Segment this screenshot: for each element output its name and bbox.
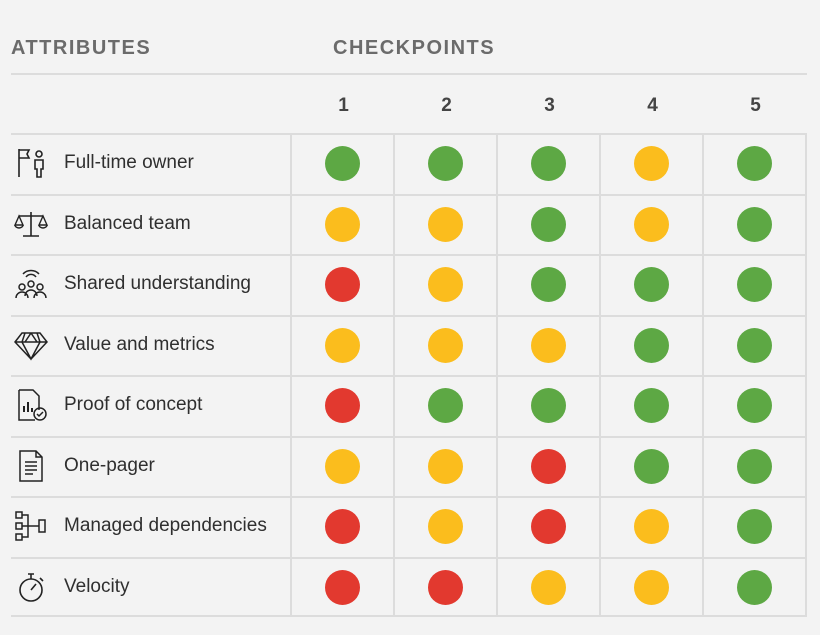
grid-row-line [11,375,807,377]
checkpoint-number-2: 2 [441,95,452,116]
attribute-row-label: Shared understanding [11,254,291,314]
attribute-row-label: Value and metrics [11,315,291,375]
status-dot-yellow [634,145,669,181]
status-dot-green [634,387,669,423]
status-dot-green [428,387,463,423]
attribute-row-label: Velocity [11,557,291,617]
status-dot-yellow [634,569,669,605]
status-dot-green [634,266,669,302]
status-dot-yellow [325,327,360,363]
attribute-row-label: Proof of concept [11,375,291,435]
checkpoint-number-4: 4 [647,95,658,116]
grid-row-line [11,315,807,317]
status-dot-red [531,508,566,544]
attribute-label: One-pager [64,455,155,476]
status-dot-yellow [531,327,566,363]
attribute-label: Velocity [64,576,130,597]
status-dot-green [737,508,772,544]
status-dot-red [325,508,360,544]
status-dot-green [737,569,772,605]
grid-row-line [11,194,807,196]
status-dot-green [737,145,772,181]
status-dot-green [737,327,772,363]
attribute-row-label: One-pager [11,436,291,496]
status-dot-yellow [634,206,669,242]
status-dot-red [428,569,463,605]
status-dot-yellow [428,508,463,544]
status-dot-yellow [325,448,360,484]
status-dot-yellow [428,206,463,242]
grid-row-line [11,133,807,135]
status-dot-yellow [634,508,669,544]
checkpoint-grid: Full-time owner Balanced team Shared under… [11,133,807,617]
status-dot-green [428,145,463,181]
grid-row-line [11,436,807,438]
grid-row-line [11,557,807,559]
status-dot-green [531,206,566,242]
attribute-row-label: Managed dependencies [11,496,291,556]
status-dot-green [737,266,772,302]
attribute-row-label: Full-time owner [11,133,291,193]
flag-person-icon [11,143,51,183]
status-dot-green [531,266,566,302]
status-dot-yellow [428,448,463,484]
status-dot-green [737,206,772,242]
status-dot-yellow [325,206,360,242]
group-broadcast-icon [11,264,51,304]
grid-row-line [11,615,807,617]
grid-row-line [11,496,807,498]
header-divider [11,73,807,75]
attribute-label: Managed dependencies [64,515,267,536]
hierarchy-icon [11,506,51,546]
document-icon [11,446,51,486]
status-dot-green [737,387,772,423]
stopwatch-icon [11,567,51,607]
status-dot-red [325,266,360,302]
status-dot-green [531,145,566,181]
status-dot-green [634,448,669,484]
checkpoint-number-5: 5 [750,95,761,116]
status-dot-yellow [428,266,463,302]
status-dot-green [634,327,669,363]
chart-document-check-icon [11,385,51,425]
status-dot-red [531,448,566,484]
grid-row-line [11,254,807,256]
checkpoints-header: CHECKPOINTS [333,37,496,59]
attribute-label: Balanced team [64,213,191,234]
status-dot-green [737,448,772,484]
status-dot-red [325,387,360,423]
status-dot-yellow [428,327,463,363]
status-dot-yellow [531,569,566,605]
scales-icon [11,204,51,244]
checkpoint-number-1: 1 [338,95,349,116]
status-dot-green [531,387,566,423]
attribute-row-label: Balanced team [11,194,291,254]
status-dot-red [325,569,360,605]
attribute-label: Proof of concept [64,394,203,415]
status-dot-green [325,145,360,181]
diamond-icon [11,325,51,365]
attribute-label: Value and metrics [64,334,215,355]
attributes-header: ATTRIBUTES [11,37,152,59]
attribute-label: Full-time owner [64,152,194,173]
checkpoint-number-3: 3 [544,95,555,116]
attribute-label: Shared understanding [64,273,251,294]
